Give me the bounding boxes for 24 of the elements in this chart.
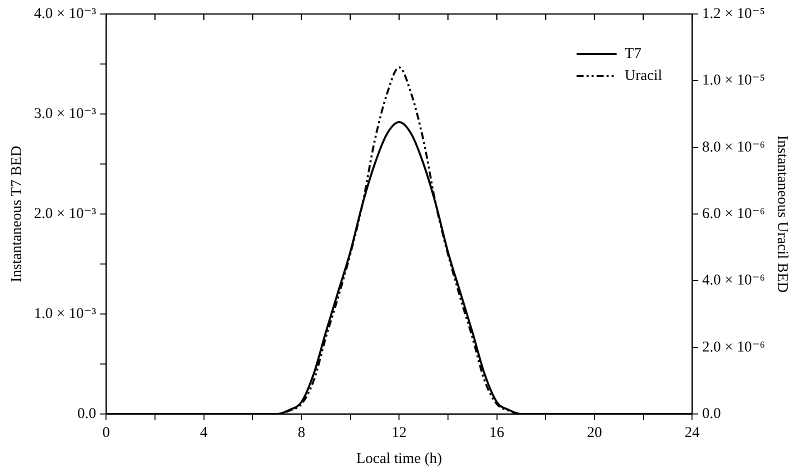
y2-tick-label: 1.0 × 10⁻⁵ bbox=[702, 72, 766, 89]
y-axis-title: Instantaneous T7 BED bbox=[8, 146, 25, 282]
y2-tick-label: 0.0 bbox=[702, 406, 721, 422]
y-tick-label: 0.0 bbox=[77, 406, 96, 422]
y2-tick-label: 8.0 × 10⁻⁶ bbox=[702, 139, 766, 156]
y2-tick-label: 2.0 × 10⁻⁶ bbox=[702, 339, 766, 356]
legend-label: T7 bbox=[624, 46, 642, 62]
x-tick-label: 24 bbox=[684, 424, 700, 441]
x-tick-label: 16 bbox=[489, 424, 505, 441]
y-tick-label: 3.0 × 10⁻³ bbox=[34, 106, 97, 122]
x-tick-label: 0 bbox=[102, 424, 110, 441]
legend-label: Uracil bbox=[624, 68, 662, 84]
y-tick-label: 2.0 × 10⁻³ bbox=[34, 206, 97, 222]
x-axis-title: Local time (h) bbox=[356, 450, 442, 467]
y-tick-label: 4.0 × 10⁻³ bbox=[34, 6, 97, 22]
x-tick-label: 4 bbox=[200, 424, 208, 441]
y2-tick-label: 1.2 × 10⁻⁵ bbox=[702, 6, 766, 22]
y2-tick-label: 4.0 × 10⁻⁶ bbox=[702, 272, 766, 289]
y2-axis-title: Instantaneous Uracil BED bbox=[774, 135, 790, 293]
y2-tick-label: 6.0 × 10⁻⁶ bbox=[702, 206, 766, 222]
y-tick-label: 1.0 × 10⁻³ bbox=[34, 306, 97, 322]
x-tick-label: 12 bbox=[392, 424, 407, 441]
x-tick-label: 8 bbox=[298, 424, 306, 441]
x-tick-label: 20 bbox=[586, 424, 602, 441]
